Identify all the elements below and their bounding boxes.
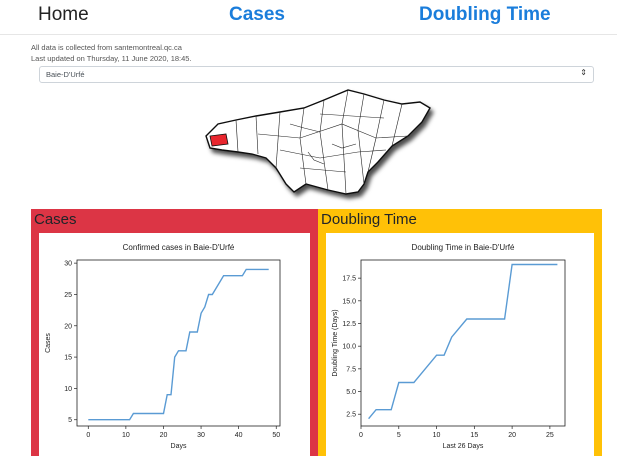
x-tick-label: 20 <box>160 432 168 439</box>
x-tick-label: 0 <box>359 432 363 439</box>
highlighted-region <box>209 133 229 147</box>
plot-frame <box>360 259 566 427</box>
nav-doubling-time-link[interactable]: Doubling Time <box>419 4 551 25</box>
y-tick-label: 2.5 <box>346 412 356 419</box>
y-axis-label: Cases <box>45 333 52 353</box>
montreal-map <box>205 89 431 195</box>
cases-chart-area: Confirmed cases in Baie-D'Urfé 0 10 20 30 40 5… <box>39 233 310 456</box>
y-tick-label: 15 <box>64 355 72 362</box>
borough-boundaries <box>235 89 409 195</box>
y-axis-label: Doubling Time (Days) <box>332 309 339 376</box>
x-tick-label: 10 <box>433 432 441 439</box>
y-tick-label: 10.0 <box>342 344 356 351</box>
y-tick-label: 15.0 <box>342 298 356 305</box>
x-axis-label: Days <box>171 443 187 450</box>
chart-title: Doubling Time in Baie-D'Urfé <box>412 243 515 252</box>
x-tick-label: 20 <box>508 432 516 439</box>
x-tick-label: 5 <box>397 432 401 439</box>
up-down-arrows-icon: ⇕ <box>580 68 587 77</box>
x-tick-label: 30 <box>197 432 205 439</box>
x-tick-label: 40 <box>235 432 243 439</box>
doubling-panel: Doubling Time Doubling Time in Baie-D'Ur… <box>318 209 602 456</box>
series-line <box>368 263 558 420</box>
y-tick-label: 10 <box>64 386 72 393</box>
x-tick-label: 50 <box>272 432 280 439</box>
y-tick-label: 5.0 <box>346 389 356 396</box>
y-tick-label: 5 <box>68 417 72 424</box>
x-tick-label: 15 <box>470 432 478 439</box>
x-tick-label: 25 <box>546 432 554 439</box>
doubling-chart: Doubling Time in Baie-D'Urfé 0 5 10 15 20 25 2.… <box>332 243 566 450</box>
nav-cases-link[interactable]: Cases <box>229 4 285 25</box>
island-outline <box>205 89 431 195</box>
region-select-value: Baie-D'Urfé <box>46 70 85 79</box>
region-select[interactable]: Baie-D'Urfé ⇕ <box>39 66 594 83</box>
y-tick-label: 7.5 <box>346 366 356 373</box>
series-line <box>88 268 269 421</box>
plot-frame <box>76 259 281 427</box>
doubling-chart-area: Doubling Time in Baie-D'Urfé 0 5 10 15 20 25 2.… <box>326 233 594 456</box>
cases-panel-title: Cases <box>34 211 77 228</box>
top-navigation: Home Cases Doubling Time <box>0 0 617 35</box>
y-tick-label: 25 <box>64 292 72 299</box>
data-source-text: All data is collected from santemontreal… <box>31 43 182 52</box>
nav-home-link[interactable]: Home <box>38 4 89 25</box>
y-tick-label: 20 <box>64 323 72 330</box>
chart-title: Confirmed cases in Baie-D'Urfé <box>123 243 235 252</box>
info-text: All data is collected from santemontreal… <box>31 42 192 64</box>
y-tick-label: 30 <box>64 261 72 268</box>
x-tick-label: 10 <box>122 432 130 439</box>
x-axis-label: Last 26 Days <box>443 443 484 450</box>
last-updated-text: Last updated on Thursday, 11 June 2020, … <box>31 54 192 63</box>
x-tick-label: 0 <box>86 432 90 439</box>
cases-chart: Confirmed cases in Baie-D'Urfé 0 10 20 30 40 5… <box>45 243 281 450</box>
cases-panel: Cases Confirmed cases in Baie-D'Urfé 0 10 2… <box>31 209 318 456</box>
y-tick-label: 12.5 <box>342 321 356 328</box>
doubling-panel-title: Doubling Time <box>321 211 417 228</box>
y-tick-label: 17.5 <box>342 276 356 283</box>
